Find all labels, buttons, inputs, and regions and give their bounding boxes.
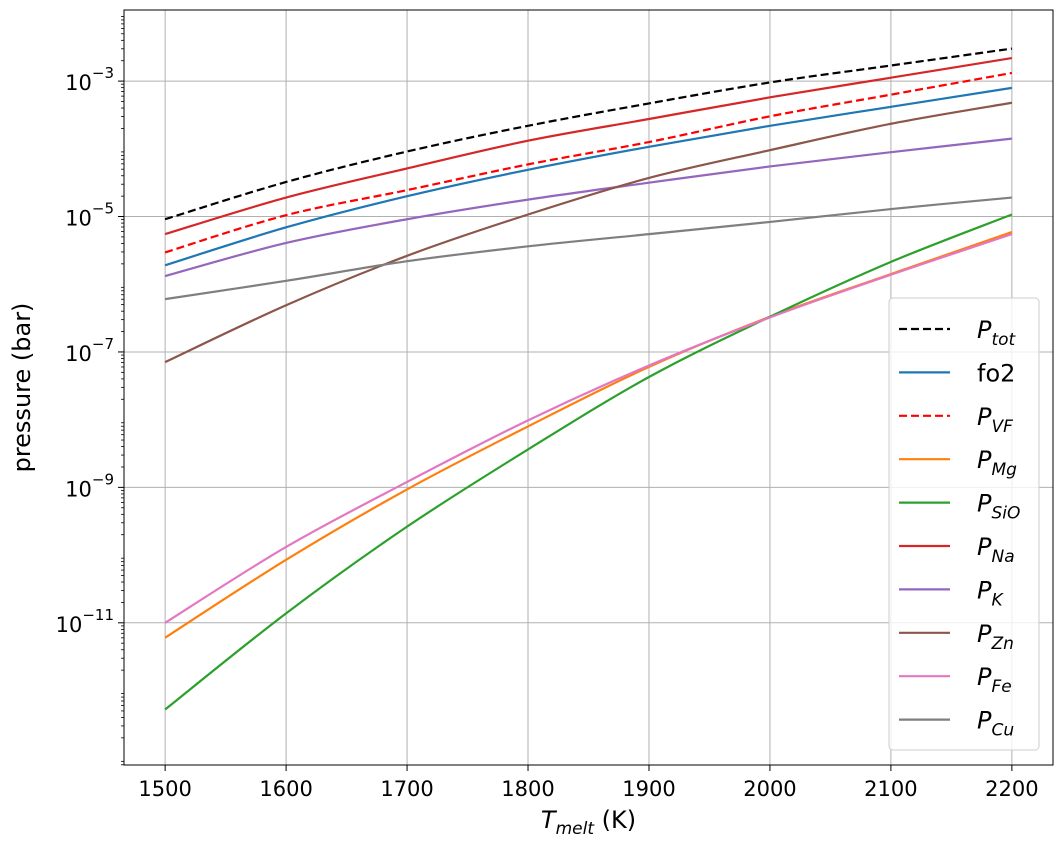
legend-label-sub: Zn xyxy=(990,634,1013,654)
legend-label-fo2: fo2 xyxy=(977,359,1015,387)
x-tick-labels: 1500 1600 1700 1800 1900 2000 2100 2200 xyxy=(138,777,1038,801)
legend-label-sub: SiO xyxy=(991,504,1020,524)
legend-label-Cu: PCu xyxy=(977,707,1014,741)
ticks xyxy=(118,16,1013,771)
legend-label-Na: PNa xyxy=(977,533,1015,567)
legend-label-VF: PVF xyxy=(977,403,1013,437)
legend-label-main: P xyxy=(977,316,992,344)
series-line-Cu xyxy=(164,196,1012,301)
series-line-Na xyxy=(164,56,1013,236)
legend-label-K: PK xyxy=(977,576,1004,610)
legend-label-main: P xyxy=(977,490,992,518)
legend-item-VF: PVF xyxy=(899,403,1013,437)
y-tick-label-base: 10 xyxy=(65,477,92,501)
legend-label-main: P xyxy=(977,620,992,648)
legend-item-Mg: PMg xyxy=(899,446,1017,480)
series-line-VF xyxy=(164,71,1013,254)
legend-label-Mg: PMg xyxy=(977,446,1017,480)
y-tick-label: 10−3 xyxy=(65,64,114,95)
y-tick-label-base: 10 xyxy=(56,613,83,637)
y-tick-label-exponent: −3 xyxy=(92,64,114,82)
legend-label-main: P xyxy=(977,707,992,735)
x-tick-label: 1500 xyxy=(138,777,191,801)
legend-label-sub: tot xyxy=(991,330,1016,350)
legend-label-main: P xyxy=(977,663,992,691)
y-tick-label-exponent: −9 xyxy=(92,470,114,488)
y-tick-label-base: 10 xyxy=(65,71,92,95)
x-tick-label: 1600 xyxy=(259,777,312,801)
legend-label-main: fo2 xyxy=(977,359,1015,387)
series-line-fo2 xyxy=(164,86,1013,267)
legend-label-sub: Fe xyxy=(991,677,1011,697)
series-line-Zn xyxy=(164,101,1013,364)
legend-label-sub: VF xyxy=(991,417,1013,437)
legend-label-sub: Mg xyxy=(991,460,1017,480)
legend-label-Zn: PZn xyxy=(977,620,1014,654)
legend-item-fo2: fo2 xyxy=(899,359,1015,387)
y-tick-label-exponent: −11 xyxy=(82,606,114,624)
legend-label-sub: Cu xyxy=(991,721,1014,741)
legend-item-Zn: PZn xyxy=(899,620,1014,654)
x-tick-label: 2000 xyxy=(743,777,796,801)
x-axis-label: Tmelt (K) xyxy=(541,806,636,839)
x-tick-label: 1800 xyxy=(501,777,554,801)
legend-item-Na: PNa xyxy=(899,533,1015,567)
legend-label-Fe: PFe xyxy=(977,663,1012,697)
y-tick-label-exponent: −7 xyxy=(92,335,114,353)
series-lines xyxy=(164,47,1013,711)
legend-item-K: PK xyxy=(899,576,1004,610)
legend-label-sub: Na xyxy=(991,547,1014,567)
series-line-SiO xyxy=(164,213,1013,711)
y-tick-label-base: 10 xyxy=(65,342,92,366)
y-tick-label: 10−9 xyxy=(65,470,114,501)
x-tick-label: 1900 xyxy=(622,777,675,801)
y-tick-labels: 10−310−510−710−910−11 xyxy=(56,64,114,637)
x-axis-label-sub: melt xyxy=(556,819,596,839)
legend-label-main: P xyxy=(977,403,992,431)
legend-item-Fe: PFe xyxy=(899,663,1012,697)
y-tick-label: 10−11 xyxy=(56,606,114,637)
y-tick-label-exponent: −5 xyxy=(92,200,114,218)
y-axis-label: pressure (bar) xyxy=(8,303,36,473)
legend-label-main: P xyxy=(977,533,992,561)
legend-label-main: P xyxy=(977,576,992,604)
legend-item-Cu: PCu xyxy=(899,707,1014,741)
series-line-tot xyxy=(164,47,1013,221)
y-tick-label: 10−5 xyxy=(65,200,114,231)
legend-label-sub: K xyxy=(991,590,1004,610)
y-tick-label-base: 10 xyxy=(65,207,92,231)
series-line-Fe xyxy=(164,233,1013,624)
legend-label-tot: Ptot xyxy=(977,316,1017,350)
x-tick-label: 2200 xyxy=(985,777,1038,801)
legend-item-tot: Ptot xyxy=(899,316,1017,350)
x-tick-label: 2100 xyxy=(864,777,917,801)
legend-item-SiO: PSiO xyxy=(899,490,1020,524)
x-axis-label-main: T xyxy=(541,806,558,834)
legend-label-main: P xyxy=(977,446,992,474)
legend-box xyxy=(888,297,1040,751)
x-tick-label: 1700 xyxy=(380,777,433,801)
series-line-K xyxy=(164,137,1012,278)
legend-label-SiO: PSiO xyxy=(977,490,1020,524)
y-tick-label: 10−7 xyxy=(65,335,114,366)
x-axis-label-suffix: (K) xyxy=(594,806,636,834)
